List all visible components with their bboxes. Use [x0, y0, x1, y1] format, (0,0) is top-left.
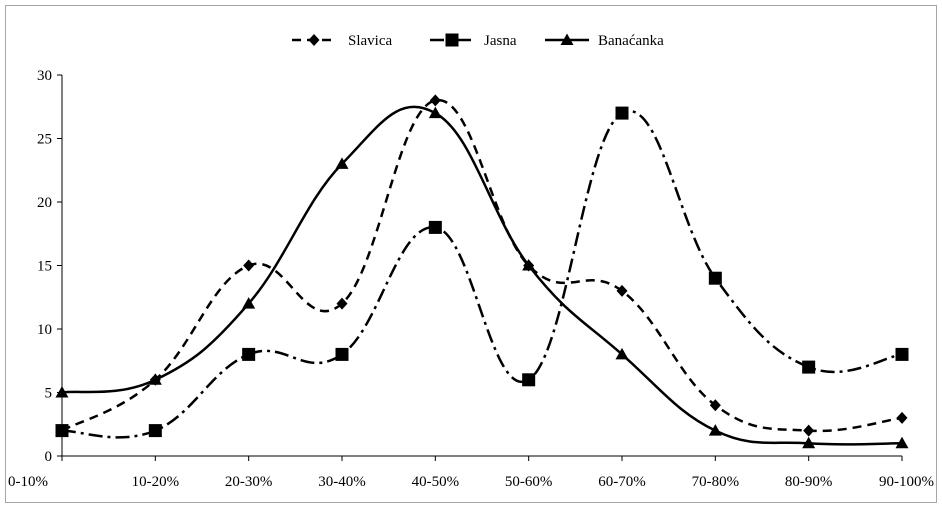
legend-marker-banacanka	[560, 33, 574, 45]
data-point-jasna	[802, 360, 816, 374]
series-line-slavica	[61, 99, 903, 433]
y-tick-label: 25	[37, 132, 52, 148]
data-point-slavica	[616, 284, 628, 297]
y-tick-label: 5	[45, 386, 53, 402]
chart-legend: Slavica Jasna Banaćanka	[292, 33, 664, 49]
chart-frame	[5, 5, 937, 503]
legend-marker-slavica	[308, 34, 320, 46]
data-point-slavica	[243, 259, 255, 272]
x-tick-label: 80-90%	[785, 474, 833, 490]
data-point-banacanka	[428, 106, 442, 119]
data-point-banacanka	[148, 373, 162, 385]
legend-item-jasna: Jasna	[430, 33, 517, 49]
data-point-slavica	[896, 411, 908, 424]
data-point-jasna	[895, 347, 909, 361]
data-point-jasna	[522, 373, 536, 387]
data-point-slavica	[336, 297, 348, 310]
data-point-slavica	[709, 399, 721, 412]
series-line-jasna	[61, 109, 903, 439]
y-tick-label: 0	[45, 449, 53, 465]
x-tick-label: 20-30%	[225, 474, 273, 490]
data-point-jasna	[615, 106, 629, 120]
series-slavica	[56, 94, 908, 437]
x-tick-label: 0-10%	[8, 474, 48, 490]
y-tick-label: 30	[37, 68, 52, 84]
x-tick-label: 30-40%	[318, 474, 366, 490]
data-point-slavica	[429, 94, 441, 107]
data-point-banacanka	[522, 259, 536, 271]
y-tick-label: 15	[37, 259, 52, 275]
x-tick-label: 40-50%	[412, 474, 460, 490]
series-jasna	[55, 106, 909, 439]
y-tick-label: 10	[37, 322, 52, 338]
legend-label-slavica: Slavica	[348, 33, 392, 49]
x-tick-label: 70-80%	[692, 474, 740, 490]
legend-label-banacanka: Banaćanka	[598, 33, 664, 49]
data-point-banacanka	[895, 436, 909, 449]
y-tick-label: 20	[37, 195, 52, 211]
data-point-banacanka	[708, 424, 722, 436]
data-point-jasna	[335, 347, 349, 361]
x-tick-label: 10-20%	[132, 474, 180, 490]
series-group	[55, 94, 909, 449]
x-tick-label: 90-100%	[879, 474, 934, 490]
legend-label-jasna: Jasna	[484, 33, 517, 49]
chart-axes	[61, 75, 902, 457]
data-point-banacanka	[802, 436, 816, 449]
data-point-jasna	[428, 220, 442, 234]
series-banacanka	[55, 105, 909, 449]
legend-marker-jasna	[445, 33, 459, 47]
data-point-jasna	[242, 347, 256, 361]
x-tick-label: 60-70%	[598, 474, 646, 490]
data-point-slavica	[803, 424, 815, 437]
data-point-jasna	[55, 424, 69, 438]
series-line-banacanka	[61, 105, 903, 446]
data-point-banacanka	[335, 157, 349, 169]
legend-item-slavica: Slavica	[292, 33, 392, 49]
legend-item-banacanka: Banaćanka	[545, 33, 664, 49]
data-point-banacanka	[615, 347, 629, 360]
y-axis-ticks: 0 5 10 15 20 25 30	[37, 68, 62, 465]
data-point-banacanka	[55, 386, 69, 398]
data-point-banacanka	[242, 297, 256, 309]
x-axis-ticks: 0-10% 10-20% 20-30% 30-40% 40-50% 50-60% 60-70…	[8, 456, 934, 490]
data-point-jasna	[148, 424, 162, 438]
data-point-jasna	[708, 271, 722, 285]
x-tick-label: 50-60%	[505, 474, 553, 490]
